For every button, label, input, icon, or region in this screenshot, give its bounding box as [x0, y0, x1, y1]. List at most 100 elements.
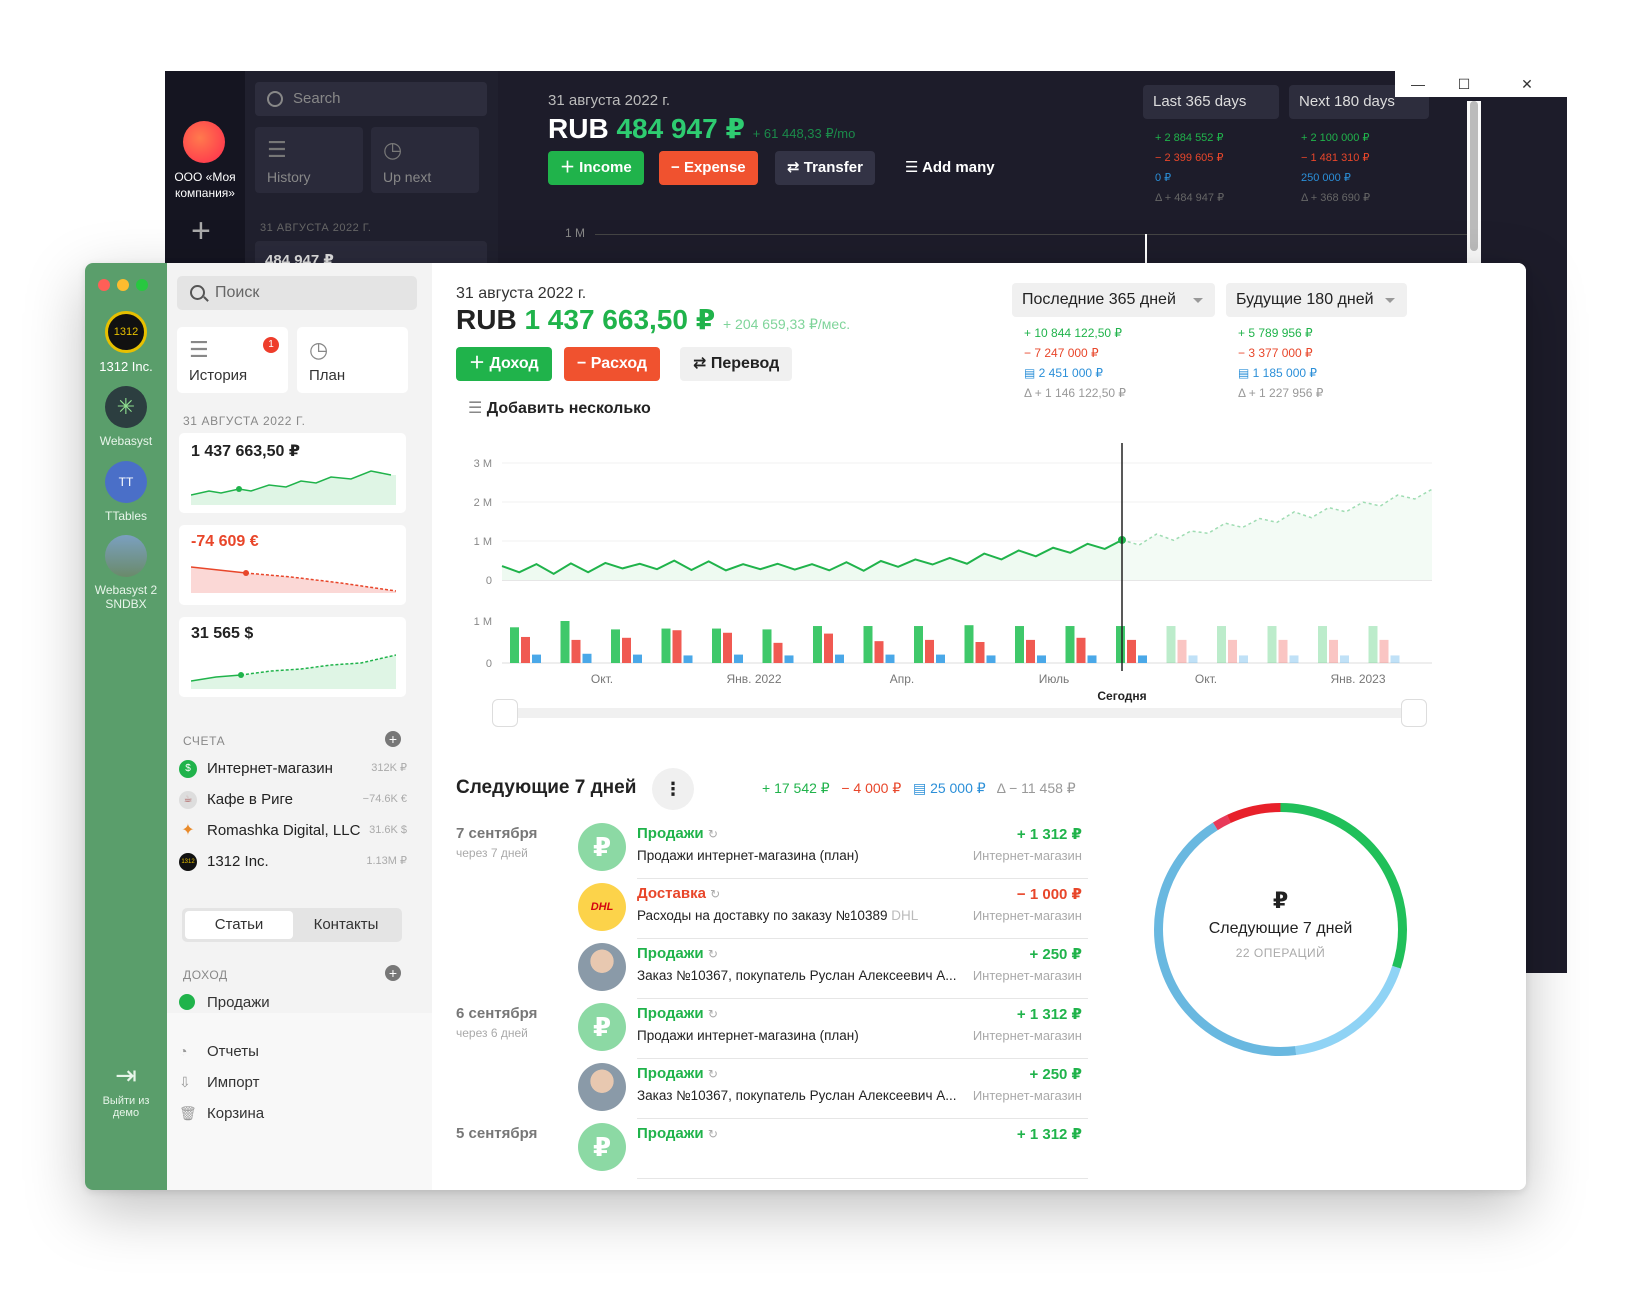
ruble-avatar-icon: ₽	[578, 823, 626, 871]
logout-button[interactable]: ⇥ Выйти из демо	[85, 1060, 167, 1119]
transaction-row[interactable]: Продажи ↻ Заказ №10367, покупатель Руслан…	[578, 943, 1088, 1003]
bar-expense	[1379, 639, 1389, 663]
slider-handle-left[interactable]	[492, 699, 518, 727]
minimize-button[interactable]: —	[1395, 71, 1441, 97]
y-tick-label: 1 M	[474, 536, 492, 548]
close-button[interactable]: ✕	[1487, 71, 1567, 97]
maximize-button[interactable]: ☐	[1441, 71, 1487, 97]
bar-transfer	[936, 654, 945, 663]
transaction-category[interactable]: Доставка ↻	[637, 885, 721, 902]
donut-segment[interactable]	[1154, 803, 1407, 1056]
bar-transfer	[1340, 655, 1349, 663]
app-rail: 1312 1312 Inc. ✳ Webasyst TT TTables Web…	[85, 263, 167, 1190]
dark-past-stats: + 2 884 552 ₽ − 2 399 605 ₽ 0 ₽ Δ + 484 …	[1155, 132, 1225, 204]
tab-articles[interactable]: Статьи	[185, 911, 293, 939]
slider-handle-right[interactable]	[1401, 699, 1427, 727]
bar-expense	[824, 633, 833, 663]
dark-upnext-tile[interactable]: ◷ Up next	[371, 127, 479, 193]
range-future-select[interactable]: Будущие 180 дней	[1226, 283, 1407, 317]
search-input[interactable]: Поиск	[177, 276, 417, 310]
transaction-row[interactable]: ₽ Продажи ↻ Продажи интернет-магазина (пла…	[578, 1003, 1088, 1063]
row-divider	[637, 1178, 1088, 1179]
dhl-logo-icon: DHL	[578, 883, 626, 931]
income-header: ДОХОД	[183, 968, 228, 982]
repeat-icon: ↻	[707, 1127, 718, 1141]
dark-section-date: 31 АВГУСТА 2022 Г.	[260, 222, 372, 234]
dark-transfer-button[interactable]: ⇄ Transfer	[775, 151, 875, 185]
range-past-select[interactable]: Последние 365 дней	[1012, 283, 1215, 317]
range-slider[interactable]	[492, 699, 1427, 727]
bar-income	[914, 626, 923, 663]
x-tick-label: Июль	[1039, 672, 1070, 686]
plan-tile[interactable]: ◷ План	[297, 327, 408, 393]
balance-card-usd[interactable]: 31 565 $	[179, 617, 406, 697]
transaction-category[interactable]: Продажи ↻	[637, 1005, 718, 1022]
transaction-category[interactable]: Продажи ↻	[637, 945, 718, 962]
transaction-row[interactable]: ₽ Продажи ↻ + 1 312 ₽	[578, 1123, 1088, 1183]
dark-range-past[interactable]: Last 365 days	[1143, 85, 1279, 119]
dark-add-many-button[interactable]: ☰ Add many	[905, 159, 995, 176]
currency-code: RUB	[456, 304, 517, 335]
company-logo[interactable]	[183, 121, 225, 163]
close-dot[interactable]	[98, 279, 110, 291]
date-group: 6 сентября через 6 дней	[456, 1005, 537, 1040]
bar-income	[1267, 626, 1277, 663]
dark-search-input[interactable]: Search	[255, 82, 487, 116]
future-stats: + 5 789 956 ₽ − 3 377 000 ₽ ▤ 1 185 000 …	[1238, 326, 1324, 400]
dollar-icon: $	[179, 760, 197, 778]
transaction-row[interactable]: ₽ Продажи ↻ Продажи интернет-магазина (пла…	[578, 823, 1088, 883]
transaction-row[interactable]: DHL Доставка ↻ Расходы на доставку по зака…	[578, 883, 1088, 943]
dark-expense-button[interactable]: − Expense	[659, 151, 758, 185]
zoom-dot[interactable]	[136, 279, 148, 291]
row-divider	[637, 938, 1088, 939]
dark-scrollbar-thumb[interactable]	[1470, 101, 1478, 251]
transaction-category[interactable]: Продажи ↻	[637, 1125, 718, 1142]
history-tile[interactable]: ☰ 1 История	[177, 327, 288, 393]
account-item[interactable]: 1312 1312 Inc. 1.13M ₽	[179, 846, 407, 877]
dark-balance: RUB 484 947 ₽ + 61 448,33 ₽/mo	[548, 113, 856, 144]
dark-y-tick: 1 M	[565, 226, 586, 240]
sidebar-segmented-control: Статьи Контакты	[182, 908, 402, 942]
balance-heading: RUB 1 437 663,50 ₽ + 204 659,33 ₽/мес.	[456, 303, 850, 336]
app-sndbx[interactable]: Webasyst 2 SNDBX	[85, 535, 167, 611]
tab-contacts[interactable]: Контакты	[313, 916, 379, 933]
dark-income-button[interactable]: ＋ Income	[548, 151, 644, 185]
bar-expense	[1228, 639, 1237, 663]
app-label: 1312 Inc.	[99, 359, 153, 374]
accounts-header: СЧЕТА	[183, 734, 226, 748]
transactions-list: 7 сентября через 7 дней ₽ Продажи ↻ Продажи …	[456, 823, 1096, 1190]
income-button[interactable]: ＋ Доход	[456, 347, 552, 381]
upcoming-donut-chart[interactable]	[1148, 797, 1413, 1062]
sparkline-up	[191, 654, 396, 689]
bar-transfer	[784, 655, 794, 663]
add-many-button[interactable]: ☰ Добавить несколько	[468, 400, 651, 417]
transaction-account: Интернет-магазин	[972, 848, 1082, 863]
transaction-category[interactable]: Продажи ↻	[637, 825, 718, 842]
add-app-icon[interactable]: +	[191, 212, 211, 250]
bar-income	[661, 628, 671, 663]
balance-chart[interactable]: 3 M 2 M 1 M 0 1 M 0 Окт. Янв. 2022 Апр. Июль Окт. Я…	[452, 443, 1452, 733]
balance-card-rub[interactable]: 1 437 663,50 ₽	[179, 433, 406, 513]
add-account-icon[interactable]: +	[385, 731, 401, 747]
balance-card-eur[interactable]: -74 609 €	[179, 525, 406, 605]
transfer-button[interactable]: ⇄ Перевод	[680, 347, 793, 381]
donut-segment[interactable]	[1154, 803, 1407, 1056]
minimize-dot[interactable]	[117, 279, 129, 291]
app-ttables[interactable]: TT TTables	[85, 461, 167, 523]
add-category-icon[interactable]: +	[385, 965, 401, 981]
account-item[interactable]: ✦ Romashka Digital, LLC 31.6K $	[179, 815, 407, 846]
more-menu-icon[interactable]: ⋮	[652, 768, 694, 810]
transaction-category[interactable]: Продажи ↻	[637, 1065, 718, 1082]
list-icon: ☰	[267, 137, 287, 162]
sparkline-up	[191, 470, 396, 505]
app-webasyst[interactable]: ✳ Webasyst	[85, 386, 167, 448]
transaction-row[interactable]: Продажи ↻ Заказ №10367, покупатель Руслан…	[578, 1063, 1088, 1123]
sparkle-icon: ✦	[181, 822, 195, 839]
dark-history-tile[interactable]: ☰ History	[255, 127, 363, 193]
account-item[interactable]: ☕ Кафе в Риге −74.6K €	[179, 784, 407, 815]
expense-button[interactable]: − Расход	[564, 347, 661, 381]
app-1312[interactable]: 1312 1312 Inc.	[85, 311, 167, 374]
account-item[interactable]: $ Интернет-магазин 312K ₽	[179, 753, 407, 784]
date-group: 5 сентября	[456, 1125, 537, 1146]
repeat-icon: ↻	[707, 827, 718, 841]
